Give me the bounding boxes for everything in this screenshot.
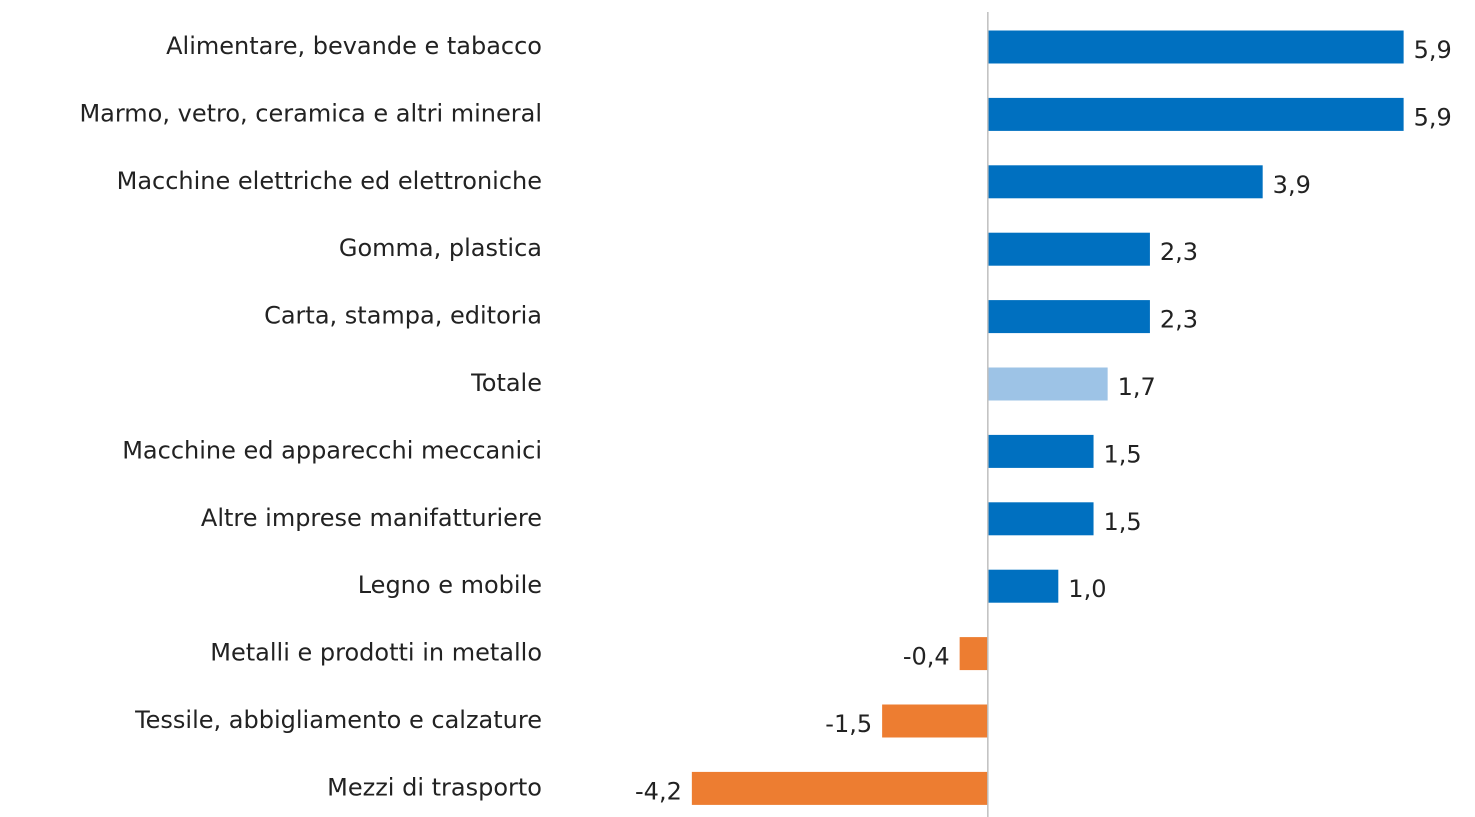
value-label: -4,2: [635, 777, 682, 805]
category-label: Marmo, vetro, ceramica e altri mineral: [79, 99, 542, 127]
value-label: -1,5: [825, 710, 872, 738]
bar: [987, 300, 1150, 334]
category-label: Altre imprese manifatturiere: [201, 504, 542, 532]
bar: [987, 502, 1094, 536]
category-label: Carta, stampa, editoria: [264, 302, 542, 330]
bar: [987, 232, 1150, 266]
bar: [987, 434, 1094, 468]
value-label: 2,3: [1160, 238, 1198, 266]
value-label: 5,9: [1414, 103, 1452, 131]
value-label: 3,9: [1273, 171, 1311, 199]
category-label: Alimentare, bevande e tabacco: [166, 32, 542, 60]
value-label: 1,5: [1104, 440, 1142, 468]
bar: [987, 165, 1263, 199]
category-label: Mezzi di trasporto: [327, 773, 542, 801]
bar: [987, 97, 1404, 131]
category-label: Totale: [470, 369, 542, 397]
category-label: Gomma, plastica: [339, 234, 542, 262]
category-label: Legno e mobile: [358, 571, 542, 599]
category-label: Macchine ed apparecchi meccanici: [122, 436, 542, 464]
bar: [987, 30, 1404, 64]
value-label: -0,4: [903, 643, 950, 671]
bar: [882, 704, 988, 738]
value-label: 1,0: [1068, 575, 1106, 603]
category-label: Tessile, abbigliamento e calzature: [134, 706, 542, 734]
bar: [959, 637, 988, 671]
bar: [691, 771, 988, 805]
value-label: 2,3: [1160, 306, 1198, 334]
bar: [987, 367, 1108, 401]
category-label: Macchine elettriche ed elettroniche: [117, 167, 542, 195]
value-label: 1,7: [1118, 373, 1156, 401]
category-label: Metalli e prodotti in metallo: [210, 639, 542, 667]
bar: [987, 569, 1059, 603]
value-label: 5,9: [1414, 36, 1452, 64]
value-label: 1,5: [1104, 508, 1142, 536]
